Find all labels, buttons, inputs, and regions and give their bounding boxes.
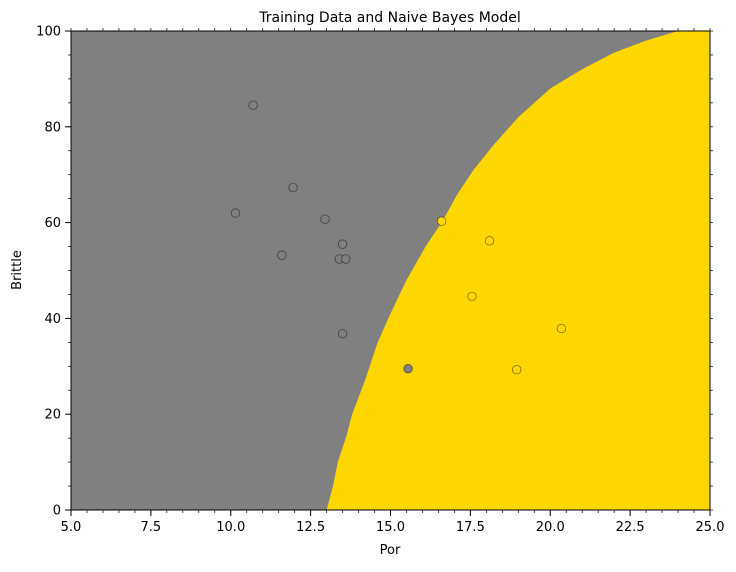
x-tick-label: 10.0 — [216, 520, 245, 535]
x-axis-ticks: 5.0 7.5 10.0 12.5 15.0 17.5 20.0 22.5 25.0 — [61, 28, 725, 535]
x-tick-label: 5.0 — [61, 520, 82, 535]
data-point — [484, 236, 495, 246]
data-point — [230, 208, 241, 218]
chart-title: Training Data and Naive Bayes Model — [258, 10, 521, 26]
data-point — [403, 364, 413, 374]
y-tick-label: 60 — [44, 216, 61, 231]
data-point — [556, 323, 567, 334]
data-point — [436, 216, 447, 226]
plot-area — [71, 31, 710, 510]
class-1-region — [326, 31, 710, 510]
y-tick-label: 0 — [53, 504, 61, 519]
data-point — [512, 365, 522, 375]
plot-frame — [70, 30, 711, 511]
data-point — [320, 214, 330, 224]
data-point — [467, 291, 477, 302]
y-tick-label: 100 — [36, 25, 61, 40]
data-point — [288, 182, 298, 193]
y-tick-label: 40 — [44, 312, 61, 327]
data-point — [248, 100, 258, 110]
x-tick-label: 25.0 — [696, 520, 725, 535]
x-tick-label: 20.0 — [536, 520, 565, 535]
data-point — [337, 329, 348, 339]
y-tick-label: 20 — [44, 408, 61, 423]
x-tick-label: 15.0 — [376, 520, 405, 535]
y-tick-label: 80 — [44, 120, 61, 135]
x-tick-label: 17.5 — [456, 520, 485, 535]
x-tick-label: 22.5 — [616, 520, 645, 535]
data-point — [277, 250, 287, 260]
x-axis-label: Por — [380, 543, 401, 558]
x-tick-label: 12.5 — [296, 520, 325, 535]
y-axis-ticks: 0 20 40 60 80 100 — [36, 25, 713, 519]
data-point — [341, 254, 351, 264]
data-point — [337, 239, 348, 249]
x-tick-label: 7.5 — [141, 520, 162, 535]
y-axis-label: Brittle — [10, 250, 25, 290]
training-points — [230, 100, 567, 375]
